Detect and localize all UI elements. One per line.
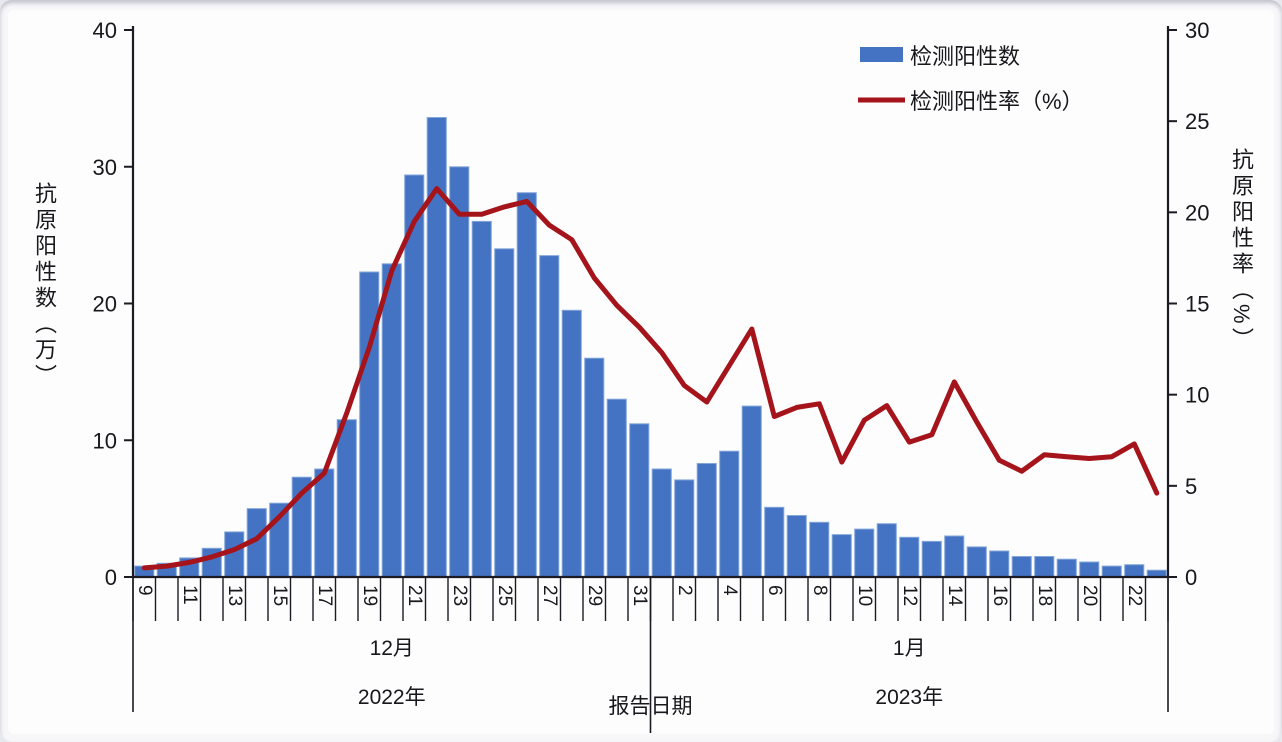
month-label-dec: 12月 — [370, 637, 414, 660]
left-axis-title: 抗原阳性数（万） — [32, 182, 57, 390]
bar-01-12 — [899, 536, 920, 578]
bar-12-26 — [516, 192, 537, 578]
bar-01-04 — [719, 450, 740, 578]
x-date-label: 11 — [179, 585, 200, 605]
year-label-2022: 2022年 — [358, 686, 426, 709]
bar-01-22 — [1124, 564, 1145, 578]
x-date-label: 9 — [134, 585, 155, 596]
x-date-label: 10 — [854, 585, 875, 606]
plot-background — [8, 10, 1274, 734]
x-date-label: 31 — [629, 585, 650, 606]
x-date-label: 23 — [449, 585, 470, 606]
x-date-label: 2 — [674, 585, 695, 596]
bar-12-20 — [381, 263, 402, 578]
right-tick-label: 0 — [1185, 565, 1197, 590]
left-tick-label: 20 — [93, 292, 117, 317]
x-axis-caption: 报告日期 — [609, 695, 693, 718]
bar-01-06 — [764, 506, 785, 578]
month-label-jan: 1月 — [893, 637, 926, 660]
bar-12-17 — [314, 468, 335, 578]
bar-01-19 — [1056, 558, 1077, 578]
year-label-2023: 2023年 — [875, 686, 943, 709]
x-date-label: 21 — [404, 585, 425, 606]
right-tick-label: 30 — [1185, 18, 1209, 43]
bar-12-25 — [494, 248, 515, 578]
bar-12-29 — [584, 357, 605, 578]
right-tick-label: 25 — [1185, 109, 1209, 134]
bar-12-23 — [449, 166, 470, 578]
right-tick-label: 10 — [1185, 383, 1209, 408]
bar-01-14 — [944, 535, 965, 578]
right-axis-title: 抗原阳性率（%） — [1229, 148, 1254, 354]
bar-01-03 — [696, 463, 717, 578]
bar-12-28 — [561, 309, 582, 578]
x-date-label: 17 — [314, 585, 335, 606]
right-tick-label: 20 — [1185, 200, 1209, 225]
x-date-label: 4 — [719, 585, 740, 596]
x-date-label: 27 — [539, 585, 560, 606]
right-tick-label: 5 — [1185, 474, 1197, 499]
x-date-label: 20 — [1079, 585, 1100, 606]
bar-12-31 — [629, 423, 650, 578]
legend-bar-swatch — [860, 47, 903, 62]
bar-01-18 — [1034, 556, 1055, 578]
bar-01-21 — [1101, 565, 1122, 578]
right-tick-label: 15 — [1185, 292, 1209, 317]
bar-01-07 — [786, 515, 807, 578]
x-date-label: 22 — [1124, 585, 1145, 606]
left-tick-label: 40 — [93, 18, 117, 43]
x-date-label: 18 — [1034, 585, 1055, 606]
x-date-label: 16 — [989, 585, 1010, 606]
x-date-label: 19 — [359, 585, 380, 606]
x-date-label: 12 — [899, 585, 920, 606]
bar-12-18 — [336, 419, 357, 578]
bar-12-27 — [539, 255, 560, 578]
bar-01-11 — [876, 523, 897, 578]
legend-line-label: 检测阳性率（%） — [910, 89, 1084, 114]
bar-01-02 — [674, 479, 695, 578]
bar-01-01 — [651, 468, 672, 578]
bar-01-05 — [741, 405, 762, 578]
bar-01-15 — [966, 546, 987, 578]
positivity-rate-line — [141, 186, 1160, 571]
bar-01-08 — [809, 521, 830, 578]
bar-01-20 — [1079, 561, 1100, 578]
left-tick-label: 10 — [93, 428, 117, 453]
x-date-label: 15 — [269, 585, 290, 606]
bar-01-10 — [854, 528, 875, 578]
legend-bar-label: 检测阳性数 — [910, 44, 1020, 69]
bar-12-30 — [606, 398, 627, 578]
x-date-label: 14 — [944, 585, 965, 607]
bar-01-13 — [921, 540, 942, 578]
x-date-label: 13 — [224, 585, 245, 606]
left-tick-label: 30 — [93, 155, 117, 180]
bar-12-13 — [224, 531, 245, 578]
x-date-label: 29 — [584, 585, 605, 606]
bar-01-16 — [989, 550, 1010, 578]
left-tick-label: 0 — [105, 565, 117, 590]
x-date-label: 6 — [764, 585, 785, 596]
x-date-label: 8 — [809, 585, 830, 596]
bar-01-17 — [1011, 556, 1032, 578]
bar-01-09 — [831, 534, 852, 578]
x-date-label: 25 — [494, 585, 515, 606]
bar-12-24 — [471, 220, 492, 578]
